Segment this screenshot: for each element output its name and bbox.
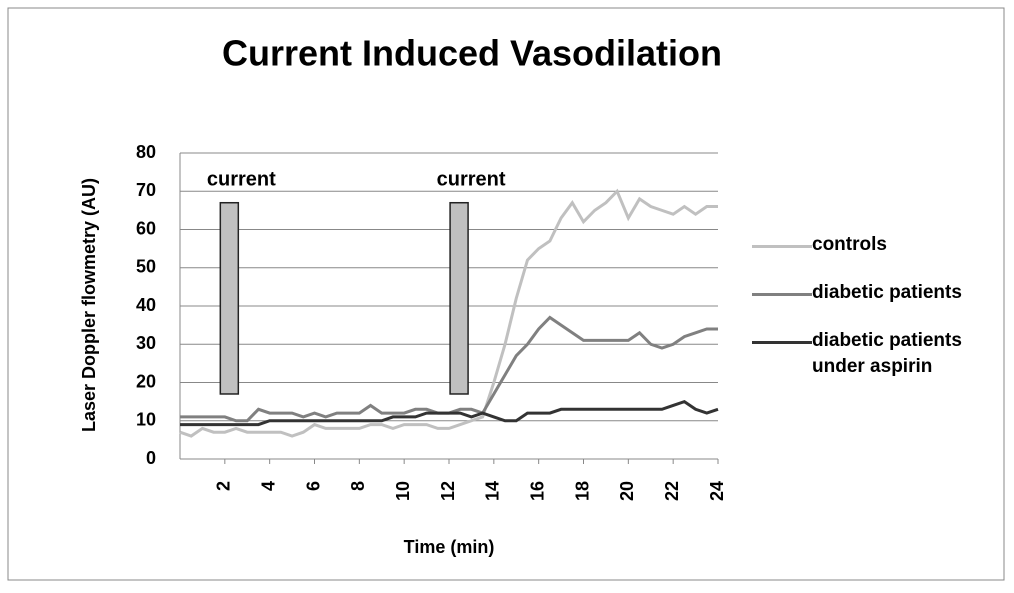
x-tick-label: 6 bbox=[303, 481, 323, 491]
current-bar bbox=[219, 201, 240, 395]
y-tick-label: 20 bbox=[136, 371, 156, 391]
y-tick-label: 30 bbox=[136, 333, 156, 353]
chart-title: Current Induced Vasodilation bbox=[222, 33, 722, 74]
annotation-label: current bbox=[207, 168, 276, 190]
legend-item: diabetic patients bbox=[752, 280, 1014, 306]
legend-label: diabetic patients bbox=[812, 282, 962, 303]
x-tick-label: 12 bbox=[438, 481, 458, 501]
current-bar bbox=[449, 201, 469, 395]
legend-swatch bbox=[752, 293, 812, 296]
series-line bbox=[180, 399, 719, 427]
y-tick-label: 10 bbox=[136, 410, 156, 430]
annotation-label: current bbox=[437, 168, 506, 190]
legend-label: controls bbox=[812, 234, 887, 255]
x-axis-label: Time (min) bbox=[404, 537, 495, 557]
x-tick-label: 24 bbox=[707, 481, 727, 501]
x-tick-label: 8 bbox=[348, 481, 368, 491]
y-tick-label: 0 bbox=[146, 448, 156, 468]
x-tick-label: 16 bbox=[527, 481, 547, 501]
x-tick-label: 18 bbox=[572, 481, 592, 501]
y-tick-label: 50 bbox=[136, 257, 156, 277]
y-axis-label: Laser Doppler flowmetry (AU) bbox=[79, 178, 99, 432]
y-tick-label: 70 bbox=[136, 180, 156, 200]
y-tick-label: 80 bbox=[136, 142, 156, 162]
legend-swatch bbox=[752, 341, 812, 344]
x-tick-label: 22 bbox=[662, 481, 682, 501]
legend-item: controls bbox=[752, 232, 1014, 258]
y-tick-label: 40 bbox=[136, 295, 156, 315]
x-tick-label: 4 bbox=[258, 481, 278, 491]
x-tick-label: 10 bbox=[393, 481, 413, 501]
legend-swatch bbox=[752, 245, 812, 248]
legend-item: diabetic patients under aspirin bbox=[752, 328, 1014, 380]
legend: controls diabetic patients diabetic patien… bbox=[752, 232, 1014, 402]
x-tick-label: 2 bbox=[214, 481, 234, 491]
x-tick-label: 20 bbox=[617, 481, 637, 501]
y-tick-label: 60 bbox=[136, 218, 156, 238]
x-tick-label: 14 bbox=[483, 481, 503, 501]
legend-label: diabetic patients under aspirin bbox=[812, 330, 962, 377]
series-line bbox=[179, 188, 718, 438]
frame bbox=[7, 7, 1005, 581]
